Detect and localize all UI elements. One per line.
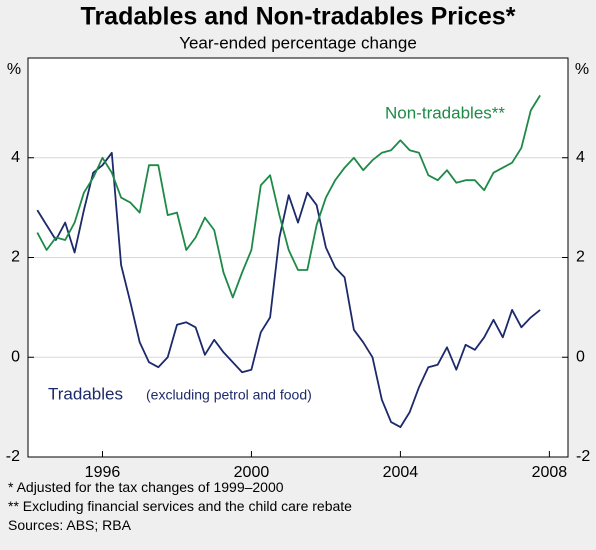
footnote: ** Excluding financial services and the …: [8, 498, 352, 514]
y-unit-left: %: [7, 61, 21, 78]
series-label: Tradables: [48, 384, 123, 403]
y-tick-label: 2: [11, 249, 20, 266]
footnote: Sources: ABS; RBA: [8, 517, 132, 533]
series-line: [36, 94, 541, 299]
y-tick-label-right: 2: [576, 249, 585, 266]
y-tick-label-right: -2: [576, 448, 590, 465]
chart-subtitle: Year-ended percentage change: [179, 33, 417, 52]
x-tick-label: 2004: [383, 464, 419, 481]
y-tick-label: 4: [11, 149, 20, 166]
x-tick-label: 1996: [85, 464, 121, 481]
chart-title: Tradables and Non-tradables Prices*: [81, 3, 516, 31]
y-tick-label: -2: [6, 448, 20, 465]
x-tick-label: 2000: [234, 464, 270, 481]
y-unit-right: %: [575, 61, 589, 78]
footnote: * Adjusted for the tax changes of 1999–2…: [8, 479, 284, 495]
y-tick-label-right: 4: [576, 149, 585, 166]
x-tick-label: 2008: [532, 464, 568, 481]
series-label: Non-tradables**: [385, 103, 505, 122]
series-note: (excluding petrol and food): [146, 387, 312, 403]
y-tick-label-right: 0: [576, 348, 585, 365]
plot-area: [27, 57, 569, 458]
series-line: [36, 151, 541, 428]
y-tick-label: 0: [11, 348, 20, 365]
